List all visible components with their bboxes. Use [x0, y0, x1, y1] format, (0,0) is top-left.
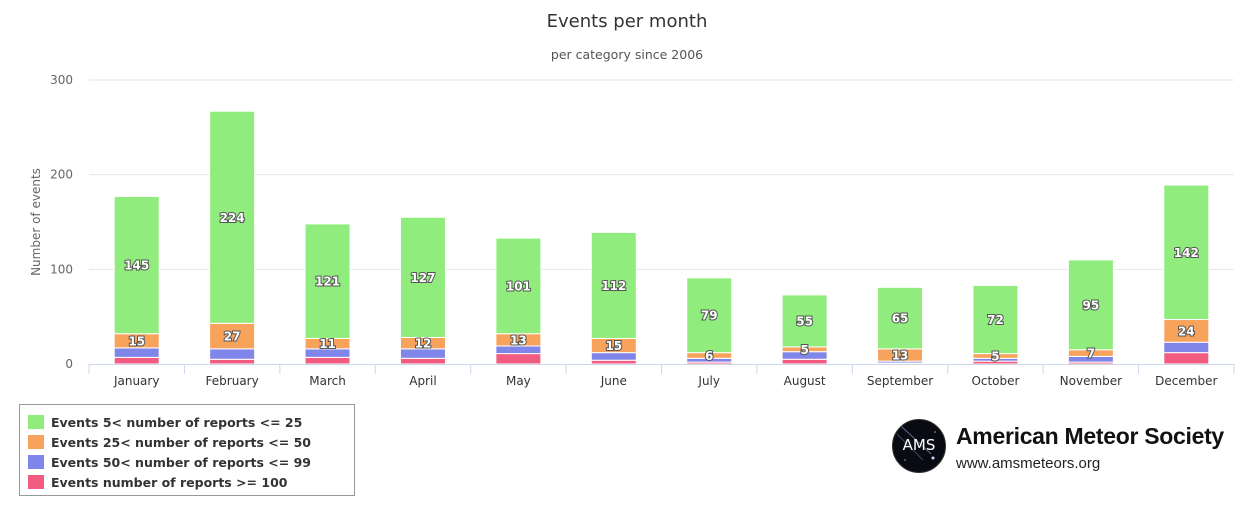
- y-tick-label: 100: [50, 262, 73, 276]
- y-tick-label: 0: [65, 357, 73, 371]
- x-tick-label: April: [409, 374, 436, 388]
- bar-segment[interactable]: [781, 294, 828, 348]
- ams-badge-icon: AMS: [892, 419, 946, 473]
- data-label: 5: [991, 349, 999, 363]
- data-label: 5: [800, 343, 808, 357]
- bar-segment[interactable]: [1163, 352, 1210, 365]
- x-tick-label: August: [784, 374, 826, 388]
- data-label: 142: [1174, 246, 1199, 260]
- data-label: 13: [510, 333, 527, 347]
- legend-swatch: [28, 435, 44, 449]
- legend-swatch: [28, 475, 44, 489]
- bar-segment[interactable]: [304, 223, 351, 339]
- bar-segment[interactable]: [1163, 184, 1210, 321]
- data-label: 24: [1178, 324, 1195, 338]
- bar-segment[interactable]: [399, 216, 446, 338]
- x-tick-label: January: [113, 374, 160, 388]
- legend-swatch: [28, 415, 44, 429]
- bar-segment[interactable]: [1067, 259, 1114, 351]
- y-tick-label: 300: [50, 73, 73, 87]
- bar-segment[interactable]: [686, 277, 733, 354]
- data-label: 101: [506, 279, 531, 293]
- bar-segment[interactable]: [495, 353, 542, 365]
- legend-label: Events 50< number of reports <= 99: [51, 454, 311, 470]
- meteor-icon: [896, 425, 936, 461]
- bar-segment[interactable]: [113, 356, 160, 365]
- legend-item-50-99[interactable]: Events 50< number of reports <= 99: [28, 454, 311, 470]
- bar-segment[interactable]: [590, 352, 637, 361]
- stacked-bar-chart: Events per month per category since 2006…: [29, 11, 1235, 388]
- y-axis-label: Number of events: [29, 168, 43, 276]
- bar-segment[interactable]: [781, 358, 828, 365]
- data-label: 72: [987, 313, 1004, 327]
- data-label: 121: [315, 275, 340, 289]
- data-label: 6: [705, 349, 713, 363]
- bar-segment[interactable]: [209, 110, 256, 324]
- data-label: 79: [701, 309, 718, 323]
- data-label: 27: [224, 330, 241, 344]
- legend-label: Events number of reports >= 100: [51, 474, 288, 490]
- bar-segment[interactable]: [495, 237, 542, 335]
- x-tick-label: November: [1060, 374, 1122, 388]
- data-label: 127: [410, 271, 435, 285]
- x-tick-label: October: [971, 374, 1019, 388]
- y-tick-label: 200: [50, 168, 73, 182]
- legend-item-100-plus[interactable]: Events number of reports >= 100: [28, 474, 287, 490]
- legend-item-5-25[interactable]: Events 5< number of reports <= 25: [28, 414, 302, 430]
- bar-segment[interactable]: [209, 348, 256, 360]
- legend-label: Events 5< number of reports <= 25: [51, 414, 303, 430]
- chart-subtitle: per category since 2006: [551, 47, 703, 62]
- bar-segment[interactable]: [590, 359, 637, 365]
- x-tick-label: December: [1155, 374, 1217, 388]
- x-tick-label: May: [506, 374, 531, 388]
- legend: Events 5< number of reports <= 25 Events…: [19, 404, 355, 496]
- bar-segment[interactable]: [1163, 341, 1210, 354]
- legend-item-25-50[interactable]: Events 25< number of reports <= 50: [28, 434, 311, 450]
- logo-name: American Meteor Society: [956, 423, 1224, 449]
- bar-segment[interactable]: [304, 356, 351, 365]
- bar-segment[interactable]: [590, 231, 637, 339]
- data-label: 95: [1083, 298, 1100, 312]
- chart-title: Events per month: [547, 11, 708, 32]
- ams-badge-text: AMS: [902, 436, 936, 454]
- x-tick-label: June: [600, 374, 627, 388]
- x-tick-label: July: [697, 374, 720, 388]
- data-label: 11: [319, 337, 336, 351]
- bar-segment[interactable]: [877, 286, 924, 350]
- legend-swatch: [28, 455, 44, 469]
- ams-logo: AMS American Meteor Society www.amsmeteo…: [892, 419, 1224, 475]
- data-label: 7: [1087, 347, 1095, 361]
- x-tick-label: February: [206, 374, 259, 388]
- data-label: 13: [892, 349, 909, 363]
- bar-segment[interactable]: [972, 284, 1019, 355]
- data-label: 112: [601, 279, 626, 293]
- x-tick-label: September: [867, 374, 933, 388]
- data-label: 145: [124, 259, 149, 273]
- data-label: 12: [415, 337, 432, 351]
- data-label: 55: [796, 314, 813, 328]
- x-tick-label: March: [309, 374, 346, 388]
- legend-label: Events 25< number of reports <= 50: [51, 434, 311, 450]
- logo-url: www.amsmeteors.org: [956, 455, 1101, 472]
- bar-segment[interactable]: [209, 322, 256, 350]
- bar-segment[interactable]: [113, 347, 160, 358]
- bar-segment[interactable]: [113, 195, 160, 335]
- bar-segment[interactable]: [399, 357, 446, 365]
- bar-segment[interactable]: [209, 358, 256, 365]
- data-label: 65: [892, 312, 909, 326]
- data-label: 15: [605, 339, 622, 353]
- data-label: 224: [220, 211, 245, 225]
- data-label: 15: [128, 334, 145, 348]
